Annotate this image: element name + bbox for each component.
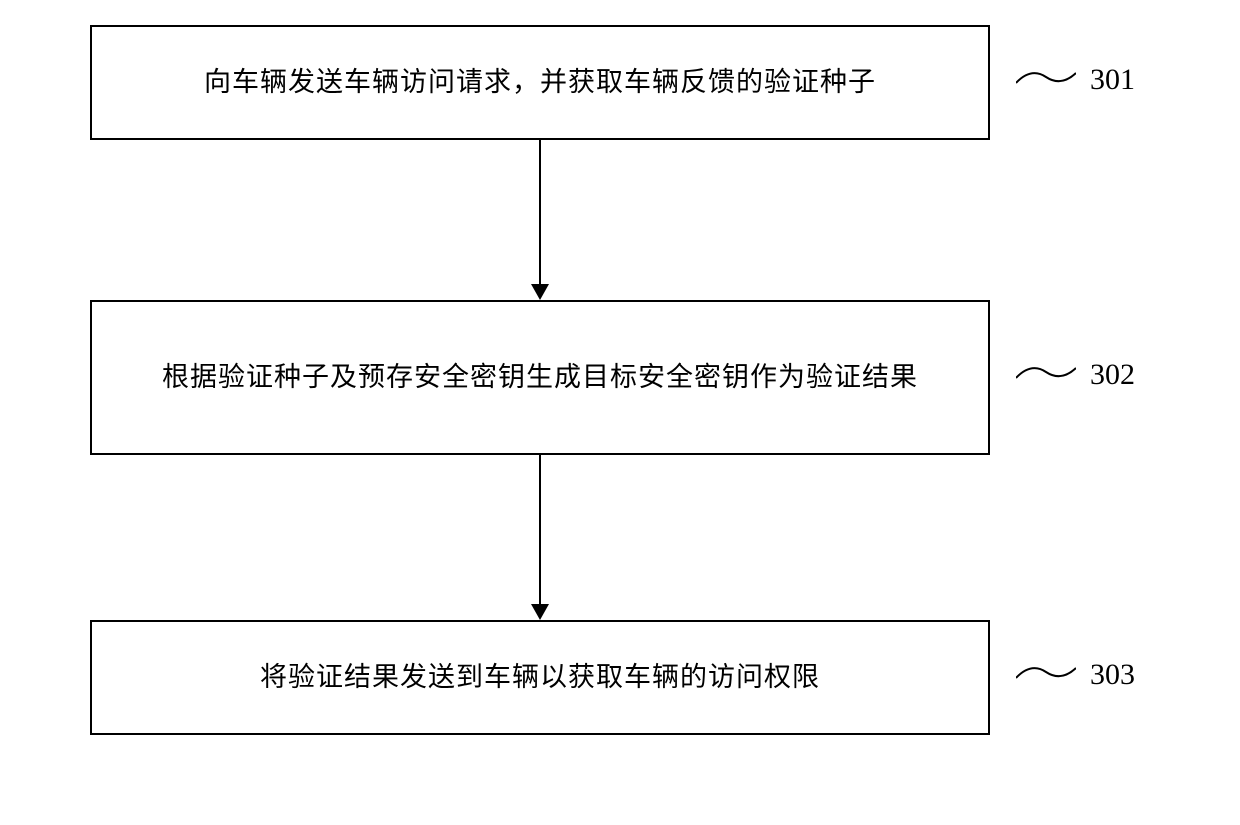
step-text-301: 向车辆发送车辆访问请求，并获取车辆反馈的验证种子 (204, 62, 876, 103)
step-box-303: 将验证结果发送到车辆以获取车辆的访问权限 (90, 620, 990, 735)
step-label-303: 303 (1090, 658, 1135, 692)
step-label-301: 301 (1090, 63, 1135, 97)
step-box-302: 根据验证种子及预存安全密钥生成目标安全密钥作为验证结果 (90, 300, 990, 455)
arrow-302-to-303 (539, 455, 541, 620)
step-text-302: 根据验证种子及预存安全密钥生成目标安全密钥作为验证结果 (162, 357, 918, 398)
step-box-301: 向车辆发送车辆访问请求，并获取车辆反馈的验证种子 (90, 25, 990, 140)
step-label-302: 302 (1090, 358, 1135, 392)
wave-connector-3 (1016, 660, 1076, 685)
wave-connector-2 (1016, 360, 1076, 385)
arrow-301-to-302 (539, 140, 541, 300)
step-text-303: 将验证结果发送到车辆以获取车辆的访问权限 (260, 657, 820, 698)
wave-connector-1 (1016, 65, 1076, 90)
